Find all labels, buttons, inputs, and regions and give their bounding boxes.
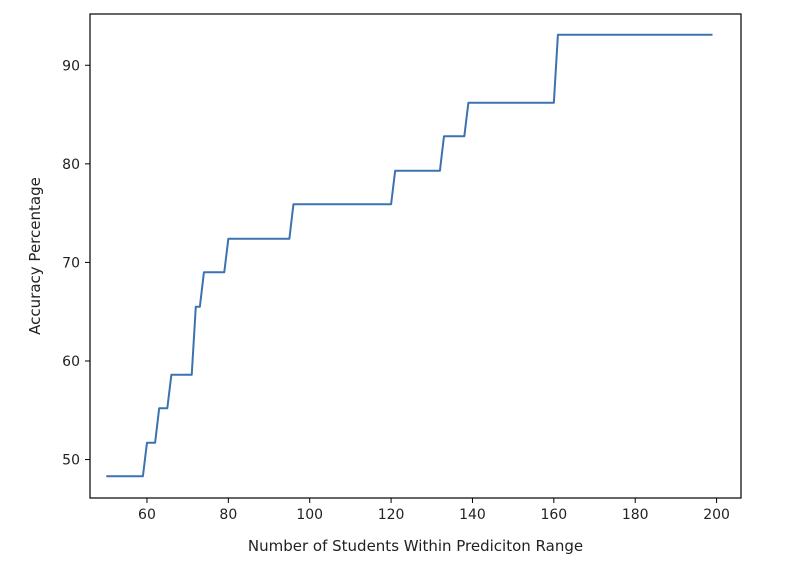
plot-frame bbox=[89, 13, 742, 499]
y-tick-label: 60 bbox=[62, 354, 80, 370]
x-tick-label: 160 bbox=[540, 507, 567, 523]
series-line bbox=[106, 33, 713, 478]
x-tick-label: 100 bbox=[296, 507, 323, 523]
x-tick-label: 140 bbox=[459, 507, 486, 523]
x-tick-label: 120 bbox=[378, 507, 405, 523]
x-axis-label: Number of Students Within Prediciton Ran… bbox=[248, 537, 583, 555]
y-tick-label: 90 bbox=[62, 58, 80, 74]
y-axis-label: Accuracy Percentage bbox=[26, 177, 44, 335]
x-tick-label: 180 bbox=[622, 507, 649, 523]
x-tick-label: 60 bbox=[138, 507, 156, 523]
y-tick-label: 50 bbox=[62, 453, 80, 469]
y-tick-label: 80 bbox=[62, 157, 80, 173]
x-tick-label: 80 bbox=[219, 507, 237, 523]
y-tick-label: 70 bbox=[62, 255, 80, 271]
x-tick-label: 200 bbox=[703, 507, 730, 523]
